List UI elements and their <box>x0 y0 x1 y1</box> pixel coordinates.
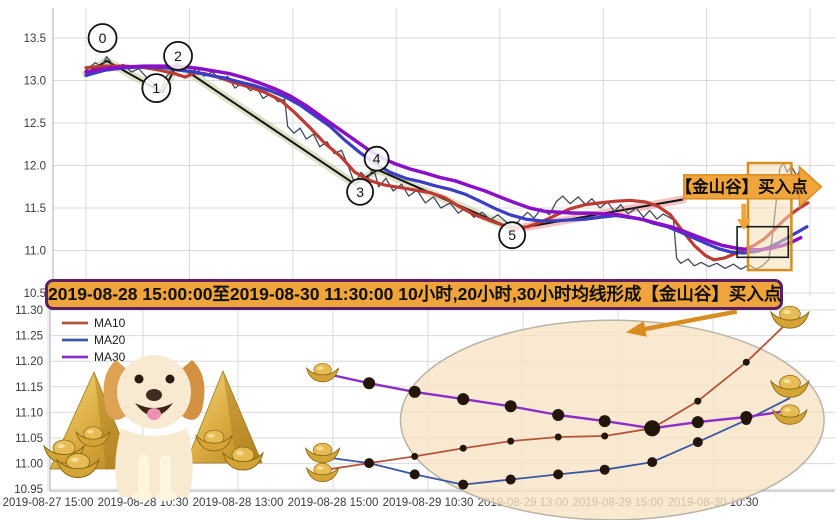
pivot-circle-3 <box>346 177 374 206</box>
pivot-number: 4 <box>373 151 381 167</box>
y-tick-label: 11.5 <box>24 203 46 215</box>
y-tick-label: 13.5 <box>24 33 46 45</box>
y-tick-label: 11.10 <box>15 407 43 419</box>
pivot-markers: 0 12 3 4 5 <box>87 23 527 250</box>
y-tick-label: 11.25 <box>15 331 43 343</box>
arrow-right-icon <box>798 165 823 209</box>
pivot-circle-1 <box>141 73 172 104</box>
data-dot <box>553 469 564 480</box>
legend-label: MA30 <box>94 350 126 364</box>
data-dot <box>691 416 704 429</box>
data-dot <box>599 464 610 475</box>
top-chart-grid: 13.5 13.0 12.5 12.0 11.5 11.0 10.5 <box>24 8 835 300</box>
gold-ingot-marker <box>306 362 340 383</box>
data-dot <box>459 444 467 452</box>
y-tick-label: 11.0 <box>24 246 46 258</box>
data-dot <box>507 437 515 445</box>
y-tick-label: 11.15 <box>15 382 43 394</box>
pivot-number: 2 <box>174 48 182 64</box>
data-dot <box>458 479 469 490</box>
top-series-MA20 <box>84 65 809 255</box>
decor-gold-dog-cluster <box>43 355 264 501</box>
ma-cross-dot <box>644 420 661 437</box>
pivot-number: 0 <box>99 30 107 46</box>
y-tick-label: 10.5 <box>24 288 46 300</box>
data-dot <box>364 458 375 469</box>
data-dot <box>742 358 750 366</box>
golden-valley-ellipse <box>399 319 825 520</box>
data-dot <box>408 385 421 398</box>
data-dot <box>409 469 420 480</box>
data-dot <box>411 452 419 460</box>
gold-ingot-marker <box>306 462 340 482</box>
event-banner: 2019-08-28 15:00:00至2019-08-30 11:30:00 … <box>45 279 783 310</box>
x-tick-label: 2019-08-28 13:00 <box>193 497 284 509</box>
x-tick-label: 2019-08-28 15:00 <box>288 497 379 509</box>
charts-layer: 13.5 13.0 12.5 12.0 11.5 11.0 10.5 0 12 3 4 5 【金山谷】买… <box>3 8 835 520</box>
pivot-circle-0 <box>87 23 118 53</box>
top-series-MA10 <box>84 64 810 262</box>
arrow-down-icon <box>736 219 751 231</box>
gold-pyramid-right-shade <box>223 371 262 463</box>
legend-label: MA10 <box>94 316 126 330</box>
y-tick-label: 13.0 <box>24 76 46 88</box>
pivot-number: 3 <box>356 184 364 200</box>
puppy-figure <box>103 355 205 501</box>
data-dot <box>647 457 658 468</box>
y-tick-label: 11.05 <box>15 433 43 445</box>
x-tick-label: 2019-08-29 10:30 <box>383 497 474 509</box>
data-dot <box>457 393 470 406</box>
gold-ingot-marker <box>305 442 341 464</box>
data-dot <box>601 432 609 440</box>
buy-point-callout: 【金山谷】买入点 <box>676 165 823 231</box>
y-tick-label: 12.5 <box>24 118 46 130</box>
y-tick-label: 11.00 <box>15 459 43 471</box>
data-dot <box>552 409 565 421</box>
pivot-number: 1 <box>152 80 160 96</box>
arrow-left-icon <box>625 321 647 337</box>
pivot-circle-4 <box>363 145 390 172</box>
data-dot <box>554 433 562 441</box>
y-tick-label: 11.30 <box>15 305 43 317</box>
pointer-arrow-shaft <box>639 309 738 333</box>
y-tick-label: 11.20 <box>15 356 43 368</box>
top-series-MA30 <box>84 64 803 252</box>
legend-label: MA20 <box>94 333 126 347</box>
pivot-circle-5 <box>498 221 527 250</box>
pivot-number: 5 <box>508 227 516 243</box>
buy-label-text: 【金山谷】买入点 <box>676 176 809 196</box>
pivot-circle-2 <box>163 40 193 71</box>
legend: MA10 MA20 MA30 <box>62 316 126 364</box>
data-dot <box>740 411 753 423</box>
valley-box <box>736 225 790 259</box>
data-dot <box>598 415 611 428</box>
data-dot <box>694 397 702 405</box>
y-tick-label: 10.95 <box>14 484 43 496</box>
data-dot <box>504 400 517 413</box>
data-dot <box>692 437 703 448</box>
y-tick-label: 12.0 <box>24 161 46 173</box>
data-dot <box>505 474 516 485</box>
data-dot <box>363 377 376 390</box>
x-tick-label: 2019-08-27 15:00 <box>3 497 94 509</box>
